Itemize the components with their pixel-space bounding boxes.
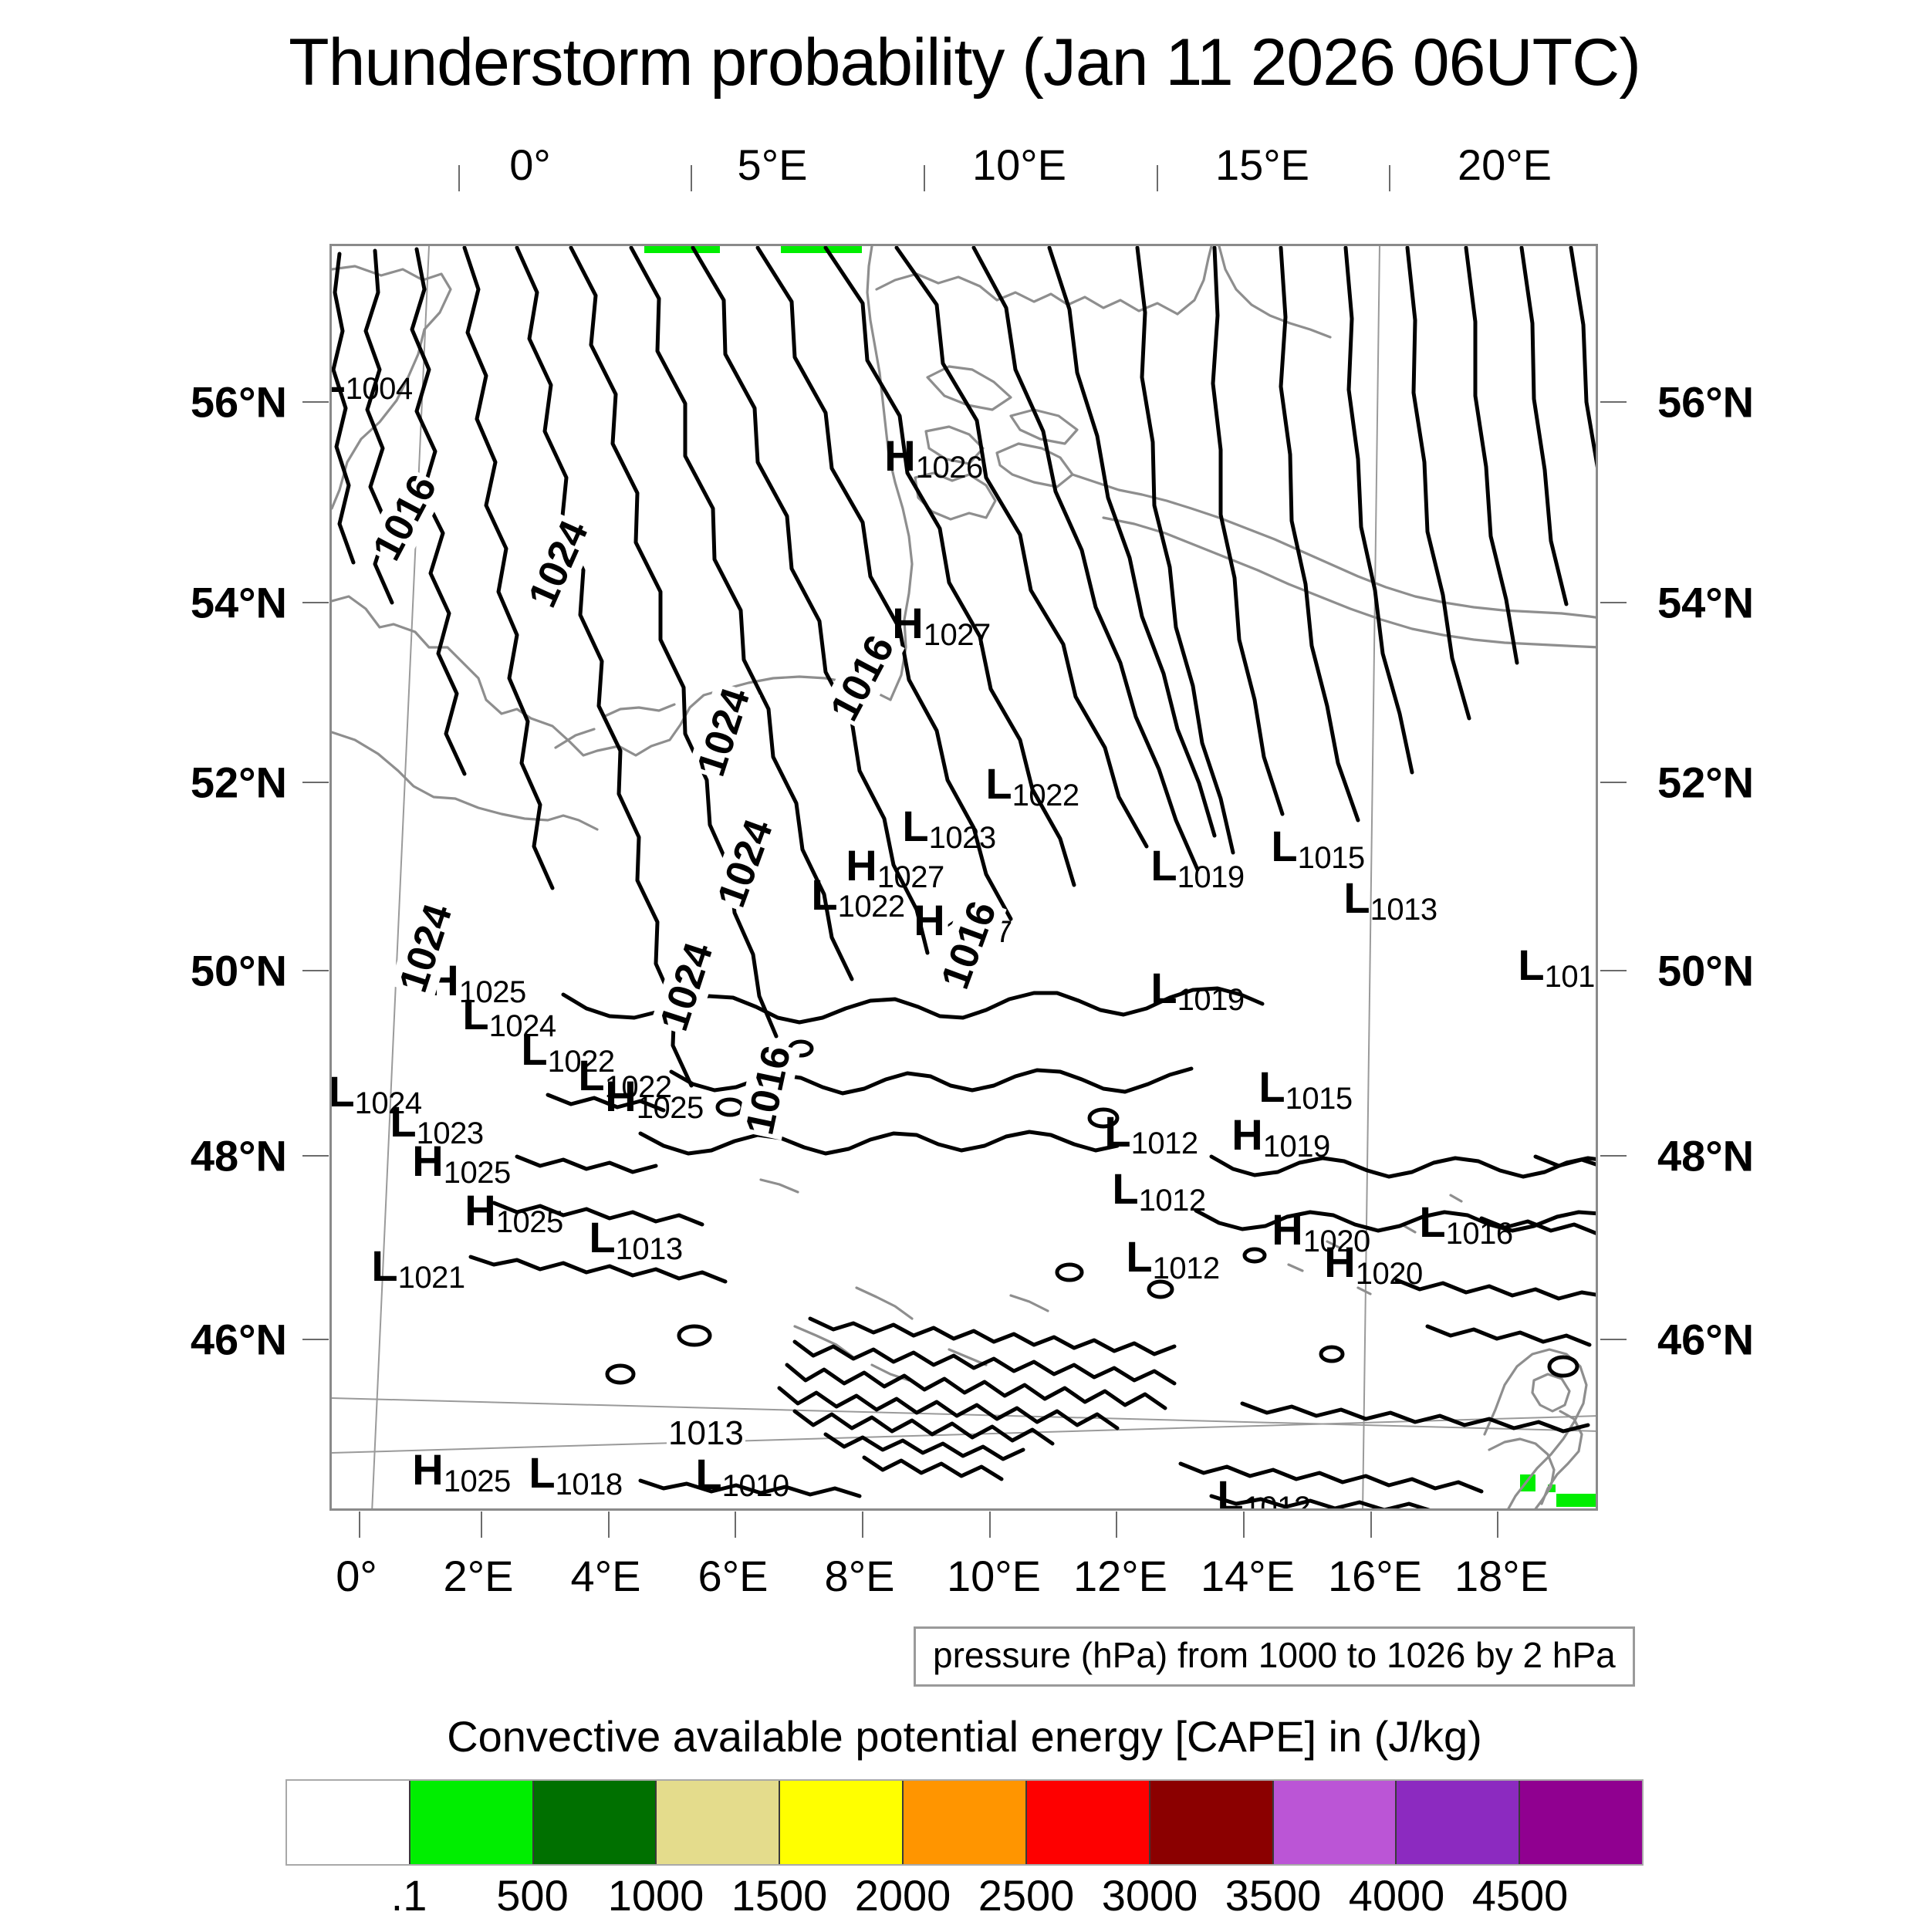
pressure-centre-H: H1027 (892, 599, 991, 652)
colorbar-swatches[interactable] (285, 1779, 1644, 1866)
colorbar-tick: 3000 (1101, 1871, 1198, 1920)
left-axis-label: 52°N (190, 758, 287, 807)
pressure-legend: pressure (hPa) from 1000 to 1026 by 2 hP… (914, 1626, 1635, 1687)
pressure-centre-L: L1024 (329, 1067, 422, 1120)
pressure-centre-H: H1020 (1272, 1205, 1370, 1258)
pressure-centre-L: L1015 (1258, 1062, 1353, 1116)
pressure-centre-L: L1012 (1112, 1164, 1206, 1218)
colorbar-cell-2[interactable] (532, 1781, 656, 1864)
colorbar-tick: 1000 (607, 1871, 704, 1920)
pressure-centre-L: L1015 (1271, 822, 1365, 875)
bottom-axis-label: 6°E (698, 1552, 769, 1600)
colorbar-tick: 2500 (978, 1871, 1075, 1920)
colorbar-tick-labels: .1 500 1000 1500 2000 2500 3000 3500 4000 4500 (285, 1870, 1644, 1932)
colorbar-cell-10[interactable] (1519, 1781, 1642, 1864)
colorbar-cell-6[interactable] (1025, 1781, 1149, 1864)
colorbar-tick: 4000 (1348, 1871, 1445, 1920)
colorbar-tick: 500 (496, 1871, 569, 1920)
page-title: Thunderstorm probability (Jan 11 2026 06… (289, 25, 1641, 100)
pressure-isobars (332, 246, 1596, 1508)
pressure-centre-L: L1019 (1150, 841, 1245, 894)
colorbar[interactable]: .1 500 1000 1500 2000 2500 3000 3500 4000 4500 (285, 1779, 1644, 1920)
colorbar-cell-0[interactable] (287, 1781, 409, 1864)
pressure-centre-L: L1013 (589, 1213, 683, 1266)
bottom-axis-label: 8°E (824, 1552, 895, 1600)
right-axis-label: 54°N (1657, 578, 1755, 627)
pressure-centre-H: H1025 (412, 1445, 511, 1498)
pressure-centre-L: L1019 (1150, 964, 1245, 1017)
pressure-centre-L: L1016 (1518, 941, 1596, 994)
bottom-axis-label: 10°E (946, 1552, 1042, 1600)
pressure-centre-L: L1018 (529, 1448, 623, 1501)
left-axis-label: 48°N (190, 1131, 287, 1180)
top-axis-label: 15°E (1214, 140, 1310, 189)
colorbar-cell-5[interactable] (902, 1781, 1025, 1864)
pressure-centre-H: H1020 (1324, 1238, 1423, 1291)
pressure-centre-H: H1026 (884, 431, 983, 485)
pressure-centre-L: L1010 (695, 1450, 789, 1503)
colorbar-cell-7[interactable] (1148, 1781, 1272, 1864)
colorbar-tick: 1500 (731, 1871, 828, 1920)
pressure-centre-H: H1027 (846, 841, 944, 894)
colorbar-cell-9[interactable] (1395, 1781, 1519, 1864)
pressure-centre-L: L1021 (371, 1241, 465, 1295)
coastlines (332, 246, 1596, 1508)
pressure-centre-H: H1019 (1231, 1110, 1330, 1164)
left-axis-label: 56°N (190, 377, 287, 427)
bottom-axis-label: 18°E (1454, 1552, 1549, 1600)
contour-label: 1013 (667, 1414, 745, 1453)
colorbar-title: Convective available potential energy [C… (447, 1712, 1482, 1761)
right-axis-label: 48°N (1657, 1131, 1755, 1180)
pressure-centre-H: H1025 (605, 1072, 704, 1125)
map-plot-area[interactable]: L1004 H1026 H1027 L1022 L1023 L1022 H102… (329, 244, 1598, 1511)
pressure-centre-H: H1025 (465, 1186, 563, 1239)
colorbar-tick: 3500 (1225, 1871, 1322, 1920)
right-axis-label: 56°N (1657, 377, 1755, 427)
colorbar-cell-1[interactable] (408, 1781, 532, 1864)
bottom-axis-label: 14°E (1200, 1552, 1296, 1600)
colorbar-tick: 4500 (1471, 1871, 1569, 1920)
pressure-centre-L: L1012 (1217, 1471, 1311, 1511)
colorbar-cell-4[interactable] (779, 1781, 903, 1864)
pressure-centre-L: L1023 (902, 802, 996, 855)
pressure-centre-H: H1025 (412, 1137, 511, 1190)
pressure-centre-L: L1016 (1419, 1197, 1513, 1251)
bottom-axis-label: 4°E (570, 1552, 641, 1600)
left-axis-label: 50°N (190, 946, 287, 995)
map-canvas (332, 246, 1596, 1508)
pressure-centre-L: L1022 (578, 1051, 672, 1104)
bottom-axis-label: 16°E (1327, 1552, 1423, 1600)
colorbar-cell-3[interactable] (655, 1781, 779, 1864)
pressure-centre-L: L1004 (332, 356, 413, 406)
top-axis-label: 10°E (971, 140, 1067, 189)
pressure-centre-L: L1012 (1104, 1107, 1198, 1160)
left-axis-label: 54°N (190, 578, 287, 627)
bottom-axis-label: 12°E (1073, 1552, 1168, 1600)
pressure-centre-L: L1013 (1343, 873, 1437, 927)
pressure-centre-L: L1023 (390, 1097, 484, 1150)
pressure-centre-L: L1024 (462, 990, 556, 1043)
right-axis-label: 52°N (1657, 758, 1755, 807)
colorbar-cell-8[interactable] (1272, 1781, 1396, 1864)
bottom-axis-label: 0° (336, 1552, 377, 1600)
colorbar-tick: 2000 (854, 1871, 951, 1920)
pressure-centre-L: L1022 (985, 759, 1079, 812)
right-axis-label: 46°N (1657, 1315, 1755, 1364)
pressure-centre-L: L1022 (521, 1025, 615, 1079)
right-axis-label: 50°N (1657, 946, 1755, 995)
colorbar-tick: .1 (390, 1871, 427, 1920)
top-axis-label: 5°E (737, 140, 808, 189)
top-axis-label: 0° (509, 140, 551, 189)
bottom-axis-label: 2°E (443, 1552, 514, 1600)
pressure-centre-L: L1012 (1126, 1232, 1220, 1285)
pressure-centre-L: L1022 (811, 870, 905, 924)
top-axis-label: 20°E (1457, 140, 1552, 189)
cape-shading (644, 246, 1596, 1507)
left-axis-label: 46°N (190, 1315, 287, 1364)
